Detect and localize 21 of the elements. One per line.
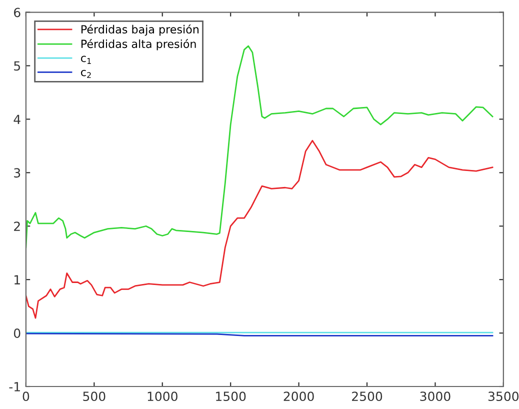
x-tick-label: 1500	[216, 392, 246, 402]
x-tick-label: 2000	[284, 392, 314, 402]
y-tick-label: 3	[14, 168, 20, 178]
legend-label: c$_{2}$	[81, 70, 91, 78]
x-tick-label: 0	[22, 392, 30, 402]
y-tick-label: -1	[9, 382, 20, 392]
legend-label: c$_{1}$	[81, 56, 91, 64]
x-tick-label: 2500	[352, 392, 382, 402]
x-tick-label: 3500	[488, 392, 519, 402]
legend-label: Pérdidas alta presión	[81, 39, 196, 50]
y-tick-label: 6	[14, 8, 20, 18]
y-tick-label: 1	[14, 275, 20, 284]
x-tick-label: 1000	[148, 392, 178, 402]
x-tick-label: 500	[83, 392, 106, 402]
y-tick-label: 4	[14, 114, 20, 124]
y-tick-label: 2	[14, 222, 20, 231]
legend-label: Pérdidas baja presión	[81, 24, 198, 36]
line-series	[26, 140, 494, 319]
y-tick-label: 5	[14, 61, 20, 71]
x-tick-label: 3000	[420, 392, 450, 402]
y-tick-label: 0	[14, 328, 20, 338]
